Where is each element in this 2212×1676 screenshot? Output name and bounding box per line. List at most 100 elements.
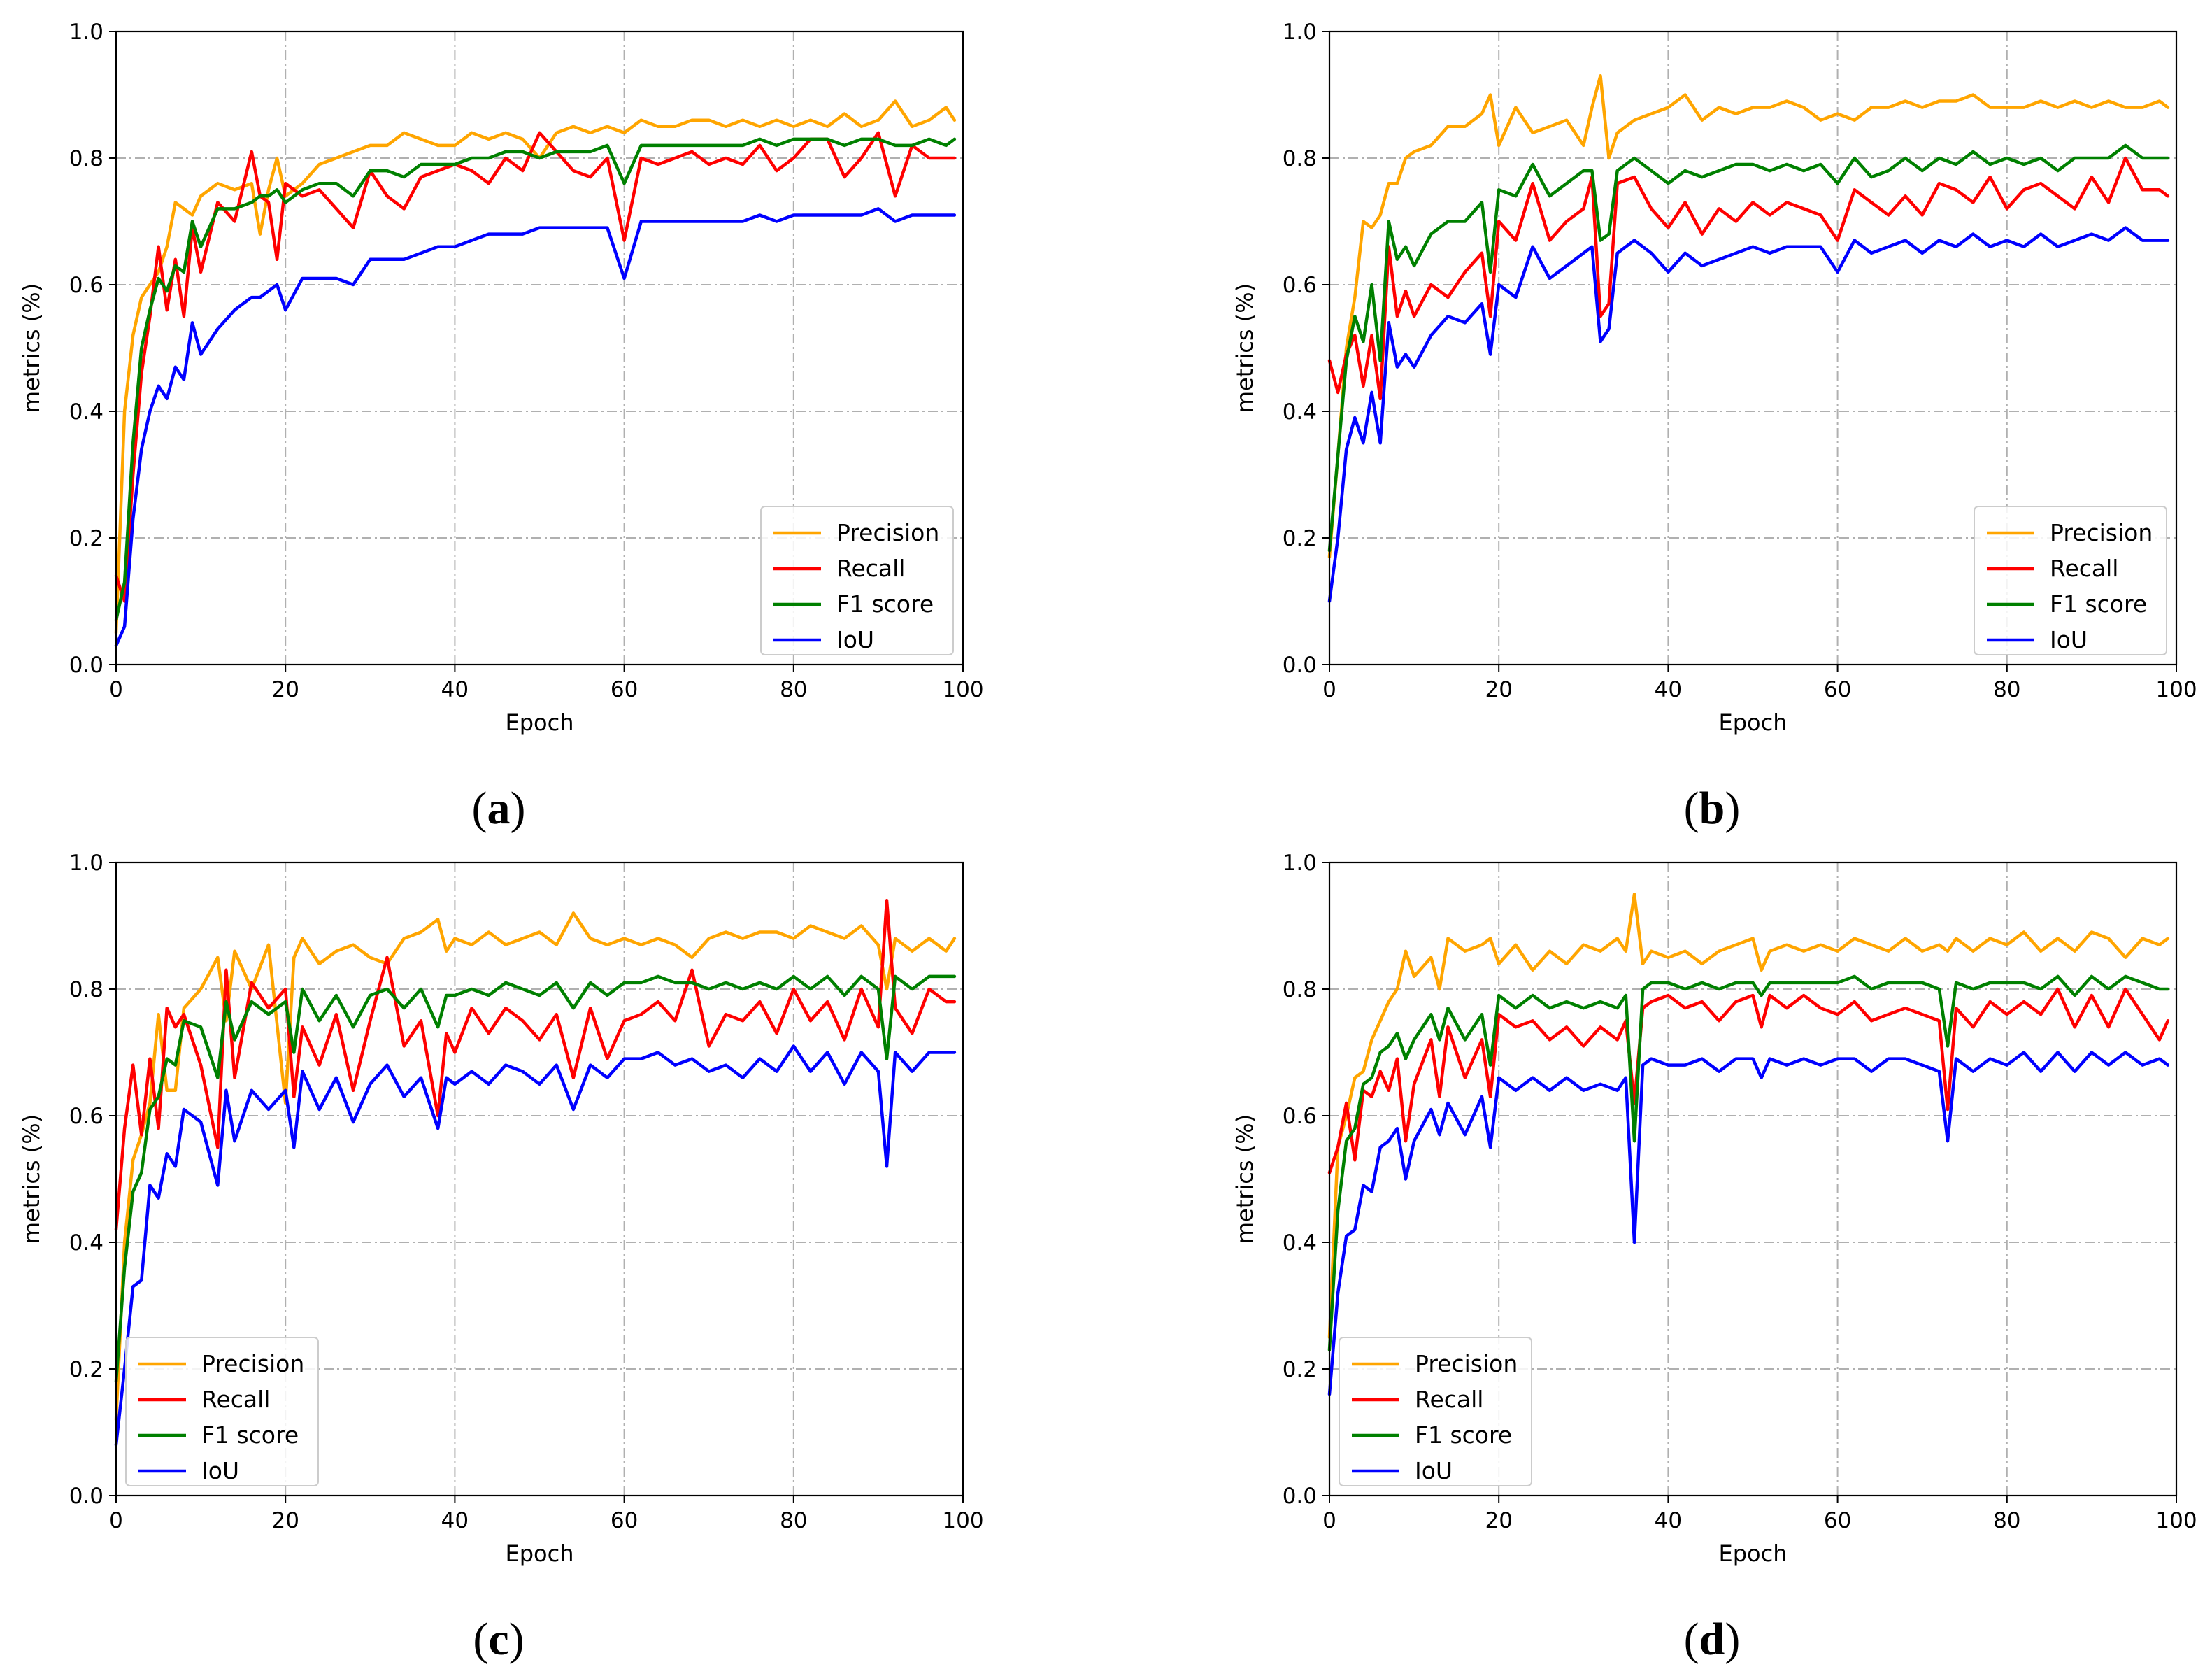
- x-tick-label: 20: [1485, 677, 1512, 702]
- x-tick-label: 100: [942, 677, 983, 702]
- x-axis-label: Epoch: [506, 1540, 574, 1567]
- series-line-precision: [114, 911, 957, 1421]
- series-line-recall: [1327, 987, 2170, 1174]
- x-axis-label: Epoch: [506, 709, 574, 736]
- legend-label: Recall: [2050, 555, 2118, 582]
- y-axis-label: metrics (%): [18, 283, 45, 413]
- y-tick-label: 0.8: [1283, 146, 1317, 171]
- legend-box: [760, 506, 954, 655]
- y-tick-label: 0.0: [69, 653, 104, 678]
- panel-label-letter: d: [1699, 1614, 1725, 1665]
- x-tick-label: 40: [1655, 677, 1682, 702]
- x-tick-label: 20: [271, 1508, 299, 1533]
- series-line-iou: [1327, 226, 2170, 603]
- series-line-precision: [1327, 74, 2170, 559]
- plot-frame: [1328, 861, 2178, 1497]
- series-line-iou: [114, 207, 957, 648]
- legend: Precision Recall F1 score IoU: [1974, 506, 2167, 655]
- y-tick-label: 0.4: [1283, 399, 1317, 425]
- x-tick-label: 40: [441, 1508, 469, 1533]
- series-line-f1-score: [1327, 974, 2170, 1352]
- panel-label: (d): [1684, 1614, 1741, 1665]
- y-tick-label: 0.6: [1283, 273, 1317, 298]
- y-tick-label: 0.8: [1283, 977, 1317, 1002]
- x-tick-label: 60: [1824, 1508, 1851, 1533]
- panel-label-letter: a: [487, 783, 511, 834]
- legend-label: F1 score: [836, 590, 934, 618]
- legend-box: [125, 1337, 319, 1486]
- y-tick-label: 0.2: [1283, 526, 1317, 551]
- panel-label-close: ): [1725, 783, 1740, 834]
- y-tick-label: 1.0: [1283, 20, 1317, 45]
- y-tick-label: 1.0: [1283, 851, 1317, 876]
- chart-panel-b: 0 20 40 60 80 100 0.0 0.2 0.4 0.6 0.8 1.0 Epoch metri…: [1232, 20, 2197, 834]
- legend-box: [1974, 506, 2167, 655]
- panel-label-close: ): [509, 1614, 525, 1665]
- y-tick-label: 0.6: [69, 1104, 104, 1129]
- y-tick-label: 1.0: [69, 20, 104, 45]
- panel-label-open: (: [473, 1614, 488, 1665]
- legend-label: Precision: [2050, 519, 2153, 546]
- panel-label: (b): [1684, 783, 1741, 834]
- x-tick-label: 100: [2155, 1508, 2197, 1533]
- panel-label-close: ): [511, 783, 526, 834]
- x-tick-label: 40: [441, 677, 469, 702]
- legend-label: Precision: [836, 519, 939, 546]
- y-tick-label: 0.0: [1283, 1484, 1317, 1509]
- series-line-iou: [114, 1044, 957, 1447]
- x-tick-label: 20: [1485, 1508, 1512, 1533]
- series-line-f1-score: [114, 137, 957, 622]
- x-axis-label: Epoch: [1719, 709, 1788, 736]
- panel-label-open: (: [1684, 783, 1699, 834]
- chart-panel-c: 0 20 40 60 80 100 0.0 0.2 0.4 0.6 0.8 1.0 Epoch metri…: [18, 851, 984, 1665]
- x-axis-label: Epoch: [1719, 1540, 1788, 1567]
- legend-label: F1 score: [201, 1421, 299, 1449]
- x-tick-label: 20: [271, 677, 299, 702]
- series-line-recall: [114, 899, 957, 1232]
- plot-frame: [1328, 30, 2178, 666]
- y-tick-label: 0.2: [69, 526, 104, 551]
- legend-label: Recall: [836, 555, 905, 582]
- legend: Precision Recall F1 score IoU: [125, 1337, 319, 1486]
- chart-panel-d: 0 20 40 60 80 100 0.0 0.2 0.4 0.6 0.8 1.0 Epoch metri…: [1232, 851, 2197, 1665]
- x-tick-label: 80: [1993, 1508, 2020, 1533]
- y-tick-label: 1.0: [69, 851, 104, 876]
- legend-label: Recall: [201, 1386, 270, 1413]
- panel-label-close: ): [1725, 1614, 1740, 1665]
- legend: Precision Recall F1 score IoU: [1339, 1337, 1532, 1486]
- x-tick-label: 0: [1322, 1508, 1336, 1533]
- legend-label: IoU: [836, 626, 874, 653]
- x-tick-label: 60: [1824, 677, 1851, 702]
- x-tick-label: 80: [780, 677, 807, 702]
- y-tick-label: 0.6: [69, 273, 104, 298]
- x-tick-label: 0: [109, 677, 123, 702]
- series-line-precision: [114, 99, 957, 635]
- y-axis-label: metrics (%): [1232, 1114, 1258, 1244]
- legend-label: Precision: [201, 1350, 304, 1377]
- series-line-f1-score: [114, 974, 957, 1384]
- y-tick-label: 0.0: [69, 1484, 104, 1509]
- plot-frame: [115, 861, 964, 1497]
- chart-panel-a: 0 20 40 60 80 100 0.0 0.2 0.4 0.6 0.8 1.0 Epoch metri…: [18, 20, 984, 834]
- legend: Precision Recall F1 score IoU: [760, 506, 954, 655]
- panel-label: (a): [472, 783, 526, 834]
- y-tick-label: 0.2: [69, 1357, 104, 1382]
- x-tick-label: 100: [2155, 677, 2197, 702]
- y-tick-label: 0.4: [69, 399, 104, 425]
- x-tick-label: 0: [109, 1508, 123, 1533]
- plot-frame: [115, 30, 964, 666]
- y-axis-label: metrics (%): [1232, 283, 1258, 413]
- x-tick-label: 80: [1993, 677, 2020, 702]
- legend-label: Precision: [1415, 1350, 1518, 1377]
- y-axis-label: metrics (%): [18, 1114, 45, 1244]
- y-tick-label: 0.4: [1283, 1230, 1317, 1256]
- series-line-iou: [1327, 1051, 2170, 1396]
- legend-box: [1339, 1337, 1532, 1486]
- x-tick-label: 100: [942, 1508, 983, 1533]
- panel-label-open: (: [1684, 1614, 1699, 1665]
- legend-label: IoU: [201, 1457, 239, 1484]
- series-line-recall: [114, 131, 957, 603]
- legend-label: IoU: [1415, 1457, 1453, 1484]
- series-line-precision: [1327, 893, 2170, 1340]
